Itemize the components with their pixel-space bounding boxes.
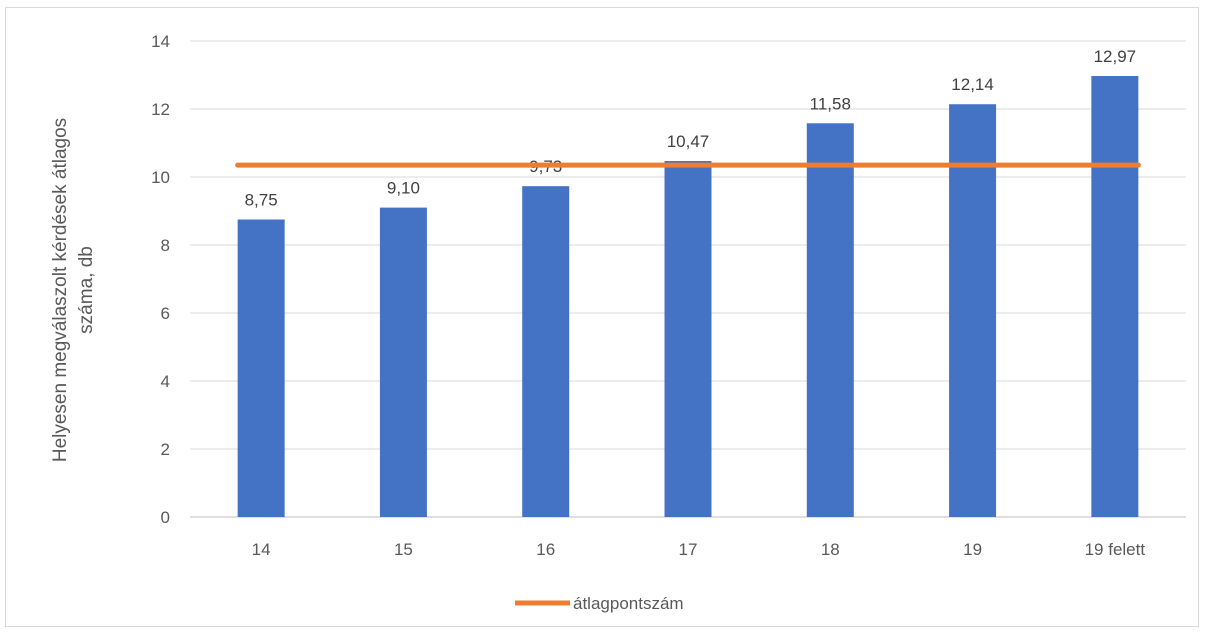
y-axis-label-line2: száma, db [76,246,97,334]
y-axis-label-line1: Helyesen megválaszolt kérdések átlagos [50,118,71,462]
data-label-0: 8,75 [245,191,278,210]
legend: átlagpontszám [515,594,684,613]
bars [237,76,1139,518]
x-tick-label-5: 19 [963,540,982,559]
x-tick-label-3: 17 [679,540,698,559]
x-tick-label-1: 15 [394,540,413,559]
data-label-3: 10,47 [667,132,710,151]
x-axis-ticks: 14 15 16 17 18 19 19 felett [252,540,1146,559]
y-tick-label-12: 12 [151,100,170,119]
y-tick-label-0: 0 [161,508,170,527]
x-tick-label-6: 19 felett [1085,540,1146,559]
y-axis-ticks: 0 2 4 6 8 10 12 14 [151,32,170,527]
y-tick-label-14: 14 [151,32,170,51]
x-tick-label-0: 14 [252,540,271,559]
bar-0 [237,219,285,517]
x-tick-label-4: 18 [821,540,840,559]
bar-3 [664,161,712,517]
data-label-4: 11,58 [810,94,851,113]
y-tick-label-6: 6 [161,304,170,323]
y-axis-label: Helyesen megválaszolt kérdések átlagos s… [50,118,97,462]
y-tick-label-4: 4 [161,372,170,391]
data-label-6: 12,97 [1094,47,1137,66]
bar-2 [522,186,570,517]
data-label-5: 12,14 [951,75,994,94]
y-tick-label-8: 8 [161,236,170,255]
bar-4 [806,123,854,517]
bar-1 [379,207,427,517]
chart-frame [5,7,1199,627]
legend-label-atlagpontszam: átlagpontszám [573,594,684,613]
y-tick-label-2: 2 [161,440,170,459]
y-tick-label-10: 10 [151,168,170,187]
bar-6 [1091,76,1139,518]
x-tick-label-2: 16 [536,540,555,559]
data-label-1: 9,10 [387,179,420,198]
bar-5 [949,104,997,518]
